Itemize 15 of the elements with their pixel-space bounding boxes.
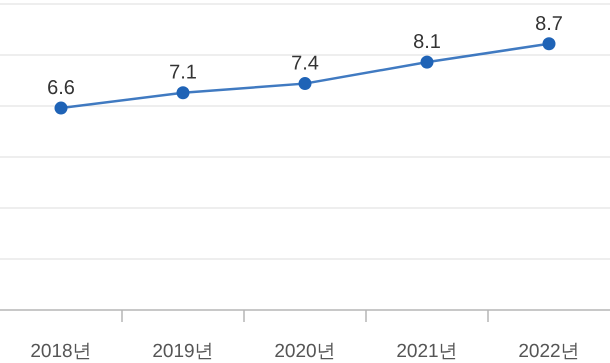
data-label: 8.1 bbox=[413, 31, 441, 54]
point bbox=[420, 56, 434, 69]
point bbox=[54, 102, 68, 115]
point bbox=[298, 77, 312, 90]
data-label: 7.4 bbox=[291, 52, 319, 75]
point bbox=[176, 86, 190, 100]
point bbox=[542, 37, 556, 50]
x-tick-label: 2020년 bbox=[274, 341, 336, 362]
x-tick-label: 2019년 bbox=[152, 341, 214, 362]
data-label: 8.7 bbox=[535, 12, 563, 35]
data-label: 6.6 bbox=[47, 77, 75, 100]
data-label: 7.1 bbox=[169, 62, 197, 84]
x-tick-label: 2022년 bbox=[518, 341, 580, 362]
x-tick-label: 2021년 bbox=[396, 341, 458, 362]
x-tick-label: 2018년 bbox=[30, 341, 92, 362]
